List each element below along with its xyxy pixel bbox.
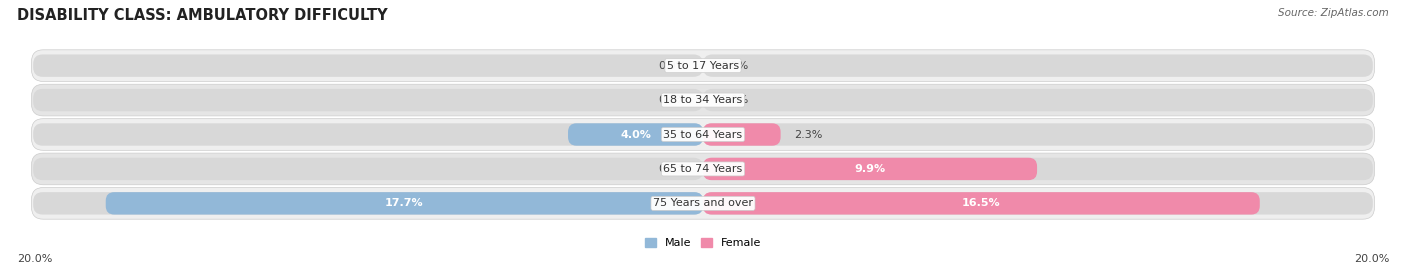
Text: 20.0%: 20.0% xyxy=(1354,254,1389,264)
Text: 9.9%: 9.9% xyxy=(855,164,886,174)
FancyBboxPatch shape xyxy=(34,123,703,146)
Text: 75 Years and over: 75 Years and over xyxy=(652,198,754,208)
Text: 0.0%: 0.0% xyxy=(658,164,686,174)
FancyBboxPatch shape xyxy=(34,89,703,111)
Legend: Male, Female: Male, Female xyxy=(641,233,765,253)
Text: 16.5%: 16.5% xyxy=(962,198,1001,208)
FancyBboxPatch shape xyxy=(703,192,1372,215)
FancyBboxPatch shape xyxy=(31,153,1375,185)
FancyBboxPatch shape xyxy=(703,123,1372,146)
Text: 0.0%: 0.0% xyxy=(658,95,686,105)
FancyBboxPatch shape xyxy=(34,192,703,215)
FancyBboxPatch shape xyxy=(31,119,1375,150)
Text: 2.3%: 2.3% xyxy=(794,129,823,140)
FancyBboxPatch shape xyxy=(34,54,703,77)
FancyBboxPatch shape xyxy=(703,123,780,146)
FancyBboxPatch shape xyxy=(34,158,703,180)
Text: 4.0%: 4.0% xyxy=(620,129,651,140)
Text: 17.7%: 17.7% xyxy=(385,198,423,208)
Text: 18 to 34 Years: 18 to 34 Years xyxy=(664,95,742,105)
Text: DISABILITY CLASS: AMBULATORY DIFFICULTY: DISABILITY CLASS: AMBULATORY DIFFICULTY xyxy=(17,8,388,23)
FancyBboxPatch shape xyxy=(31,187,1375,219)
FancyBboxPatch shape xyxy=(31,50,1375,82)
FancyBboxPatch shape xyxy=(703,54,1372,77)
FancyBboxPatch shape xyxy=(703,158,1038,180)
Text: 5 to 17 Years: 5 to 17 Years xyxy=(666,61,740,71)
FancyBboxPatch shape xyxy=(31,84,1375,116)
FancyBboxPatch shape xyxy=(703,89,1372,111)
Text: 65 to 74 Years: 65 to 74 Years xyxy=(664,164,742,174)
Text: 0.0%: 0.0% xyxy=(658,61,686,71)
FancyBboxPatch shape xyxy=(703,192,1260,215)
Text: 35 to 64 Years: 35 to 64 Years xyxy=(664,129,742,140)
Text: 0.0%: 0.0% xyxy=(720,61,748,71)
Text: 0.0%: 0.0% xyxy=(720,95,748,105)
FancyBboxPatch shape xyxy=(703,158,1372,180)
Text: Source: ZipAtlas.com: Source: ZipAtlas.com xyxy=(1278,8,1389,18)
FancyBboxPatch shape xyxy=(105,192,703,215)
FancyBboxPatch shape xyxy=(568,123,703,146)
Text: 20.0%: 20.0% xyxy=(17,254,52,264)
